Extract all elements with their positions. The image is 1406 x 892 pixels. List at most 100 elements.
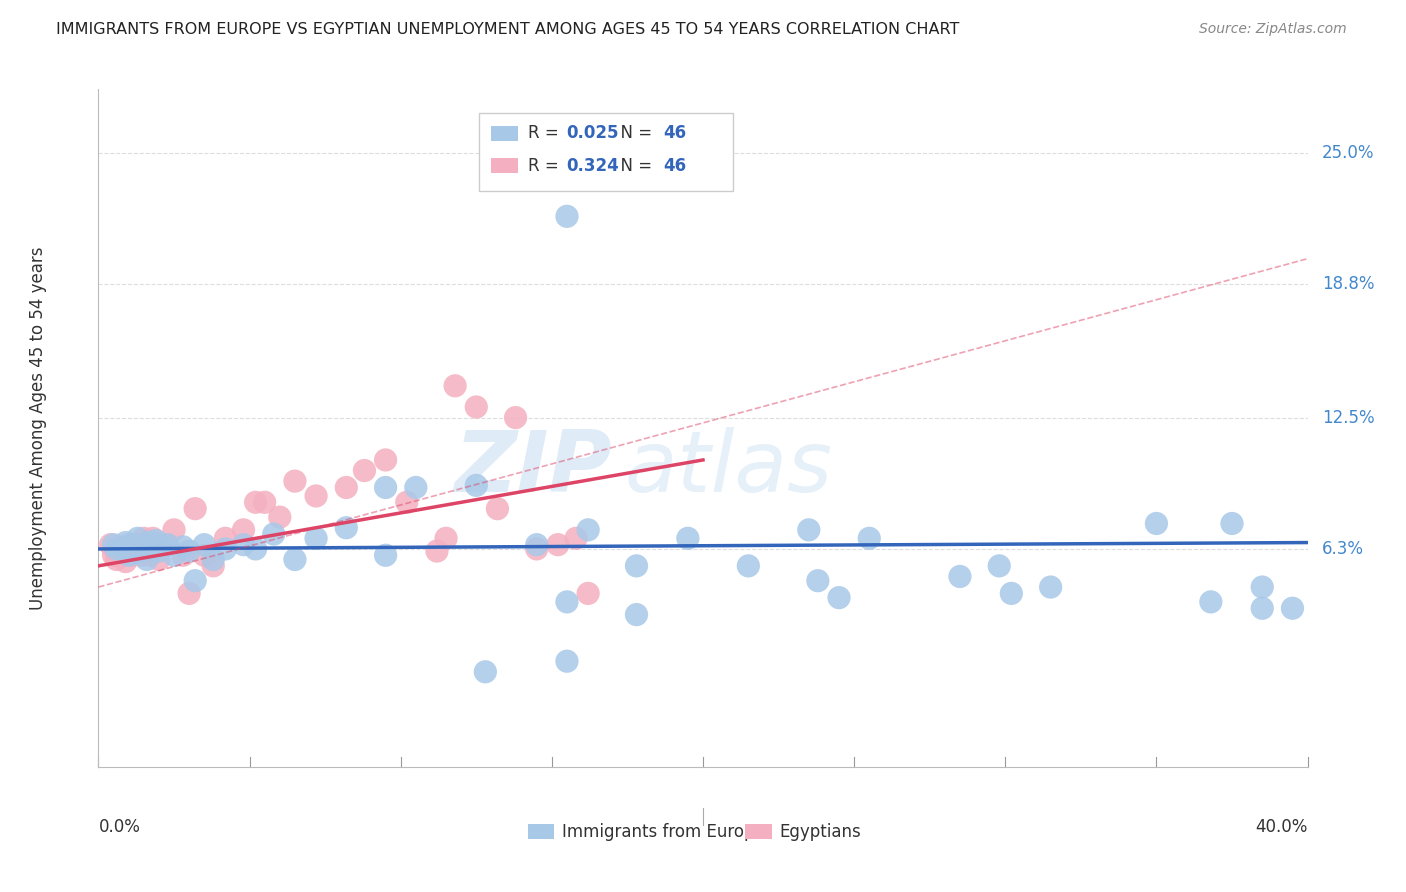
- Point: [163, 548, 186, 563]
- Point: [139, 548, 162, 563]
- Point: [153, 538, 176, 552]
- Point: [807, 574, 830, 588]
- Point: [232, 538, 254, 552]
- Point: [1251, 601, 1274, 615]
- Point: [576, 586, 599, 600]
- Point: [526, 538, 548, 552]
- Point: [163, 523, 186, 537]
- Point: [305, 489, 328, 503]
- Point: [1281, 601, 1303, 615]
- Point: [124, 541, 146, 556]
- Point: [145, 533, 167, 548]
- Point: [118, 538, 141, 552]
- Point: [1220, 516, 1243, 531]
- Point: [114, 555, 136, 569]
- Point: [526, 541, 548, 556]
- Point: [245, 541, 267, 556]
- Point: [858, 532, 880, 546]
- Point: [193, 548, 215, 563]
- Point: [179, 586, 201, 600]
- Text: R =: R =: [527, 124, 564, 142]
- Point: [103, 538, 125, 552]
- Text: 6.3%: 6.3%: [1322, 540, 1364, 558]
- Point: [555, 209, 578, 223]
- Text: 18.8%: 18.8%: [1322, 275, 1375, 293]
- Point: [353, 464, 375, 478]
- Text: ZIP: ZIP: [454, 427, 613, 510]
- Text: 40.0%: 40.0%: [1256, 818, 1308, 836]
- Point: [426, 544, 449, 558]
- Point: [118, 548, 141, 563]
- Point: [103, 548, 125, 563]
- Text: R =: R =: [527, 157, 564, 175]
- Point: [263, 527, 285, 541]
- Point: [486, 501, 509, 516]
- Point: [988, 558, 1011, 573]
- Point: [150, 538, 173, 552]
- Point: [142, 532, 165, 546]
- Bar: [492, 126, 517, 141]
- Point: [214, 541, 236, 556]
- Point: [626, 558, 648, 573]
- Point: [111, 541, 134, 556]
- Point: [148, 552, 170, 566]
- Bar: [492, 159, 517, 173]
- Text: IMMIGRANTS FROM EUROPE VS EGYPTIAN UNEMPLOYMENT AMONG AGES 45 TO 54 YEARS CORREL: IMMIGRANTS FROM EUROPE VS EGYPTIAN UNEMP…: [56, 22, 960, 37]
- Point: [1251, 580, 1274, 594]
- Point: [434, 532, 457, 546]
- Point: [374, 453, 396, 467]
- Point: [132, 538, 155, 552]
- Point: [172, 548, 194, 563]
- Point: [108, 544, 131, 558]
- Point: [245, 495, 267, 509]
- Point: [626, 607, 648, 622]
- Text: N =: N =: [610, 124, 657, 142]
- Point: [547, 538, 569, 552]
- Point: [395, 495, 418, 509]
- Text: Source: ZipAtlas.com: Source: ZipAtlas.com: [1199, 22, 1347, 37]
- Point: [253, 495, 276, 509]
- Point: [565, 532, 588, 546]
- Point: [135, 541, 157, 556]
- Text: atlas: atlas: [624, 427, 832, 510]
- Point: [129, 548, 152, 563]
- Bar: [745, 824, 772, 839]
- Text: 12.5%: 12.5%: [1322, 409, 1375, 426]
- Point: [335, 480, 357, 494]
- Bar: [527, 824, 554, 839]
- Point: [184, 501, 207, 516]
- Point: [132, 532, 155, 546]
- Point: [1199, 595, 1222, 609]
- Point: [129, 544, 152, 558]
- Text: 0.0%: 0.0%: [98, 818, 141, 836]
- Point: [145, 538, 167, 552]
- Text: Egyptians: Egyptians: [779, 822, 860, 840]
- Point: [374, 548, 396, 563]
- Text: Unemployment Among Ages 45 to 54 years: Unemployment Among Ages 45 to 54 years: [30, 246, 46, 610]
- Point: [555, 654, 578, 668]
- Point: [305, 532, 328, 546]
- Point: [284, 552, 307, 566]
- Point: [127, 532, 149, 546]
- Point: [474, 665, 496, 679]
- Point: [124, 546, 146, 560]
- Point: [576, 523, 599, 537]
- Point: [676, 532, 699, 546]
- Text: 0.025: 0.025: [567, 124, 619, 142]
- Point: [555, 595, 578, 609]
- Text: Immigrants from Europe: Immigrants from Europe: [561, 822, 765, 840]
- Point: [135, 552, 157, 566]
- Text: 46: 46: [664, 124, 686, 142]
- Point: [121, 538, 143, 552]
- Text: 25.0%: 25.0%: [1322, 144, 1375, 161]
- Point: [465, 400, 488, 414]
- Point: [148, 544, 170, 558]
- Point: [193, 538, 215, 552]
- Point: [142, 541, 165, 556]
- Point: [184, 574, 207, 588]
- Point: [150, 538, 173, 552]
- Point: [737, 558, 759, 573]
- Point: [105, 552, 128, 566]
- Point: [1039, 580, 1062, 594]
- Point: [505, 410, 527, 425]
